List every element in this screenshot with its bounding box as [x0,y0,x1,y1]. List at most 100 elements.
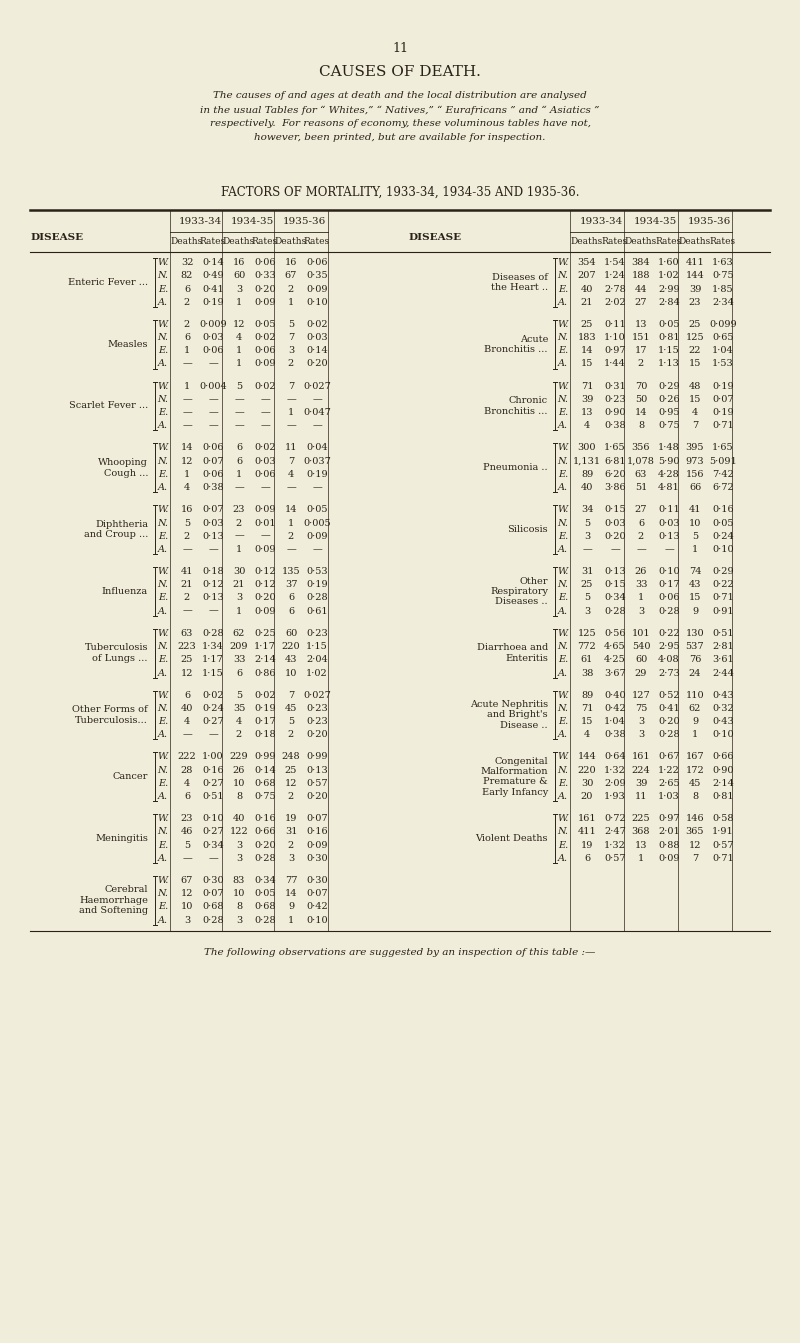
Text: 2·65: 2·65 [658,779,680,788]
Text: 6·72: 6·72 [712,483,734,492]
Text: 23: 23 [689,298,702,306]
Text: —: — [286,395,296,404]
Text: 37: 37 [285,580,298,590]
Text: —: — [208,545,218,553]
Text: 8: 8 [236,792,242,802]
Text: —: — [182,408,192,418]
Text: 4·25: 4·25 [604,655,626,665]
Text: N.: N. [158,889,169,898]
Text: 39: 39 [635,779,647,788]
Text: Cancer: Cancer [113,772,148,782]
Text: 161: 161 [632,752,650,761]
Text: 21: 21 [181,580,194,590]
Text: 12: 12 [233,320,246,329]
Text: Deaths: Deaths [275,238,307,247]
Text: W.: W. [158,567,169,576]
Text: Rates: Rates [710,238,736,247]
Text: A.: A. [558,298,568,306]
Text: 0·41: 0·41 [202,285,224,294]
Text: 2: 2 [638,360,644,368]
Text: 14: 14 [634,408,647,418]
Text: 0·02: 0·02 [254,381,276,391]
Text: 1,131: 1,131 [573,457,601,466]
Text: 0·06: 0·06 [254,346,276,356]
Text: 0·22: 0·22 [712,580,734,590]
Text: 3: 3 [584,532,590,541]
Text: 0·23: 0·23 [306,717,328,727]
Text: W.: W. [558,567,569,576]
Text: 19: 19 [581,841,593,850]
Text: 0·10: 0·10 [712,545,734,553]
Text: E.: E. [158,841,168,850]
Text: 0·004: 0·004 [199,381,227,391]
Text: 0·05: 0·05 [712,518,734,528]
Text: 24: 24 [689,669,702,677]
Text: 0·10: 0·10 [712,731,734,739]
Text: 6: 6 [236,443,242,453]
Text: N.: N. [558,271,569,281]
Text: Cerebral
Haemorrhage
and Softening: Cerebral Haemorrhage and Softening [79,885,148,916]
Text: 2·95: 2·95 [658,642,680,651]
Text: 0·71: 0·71 [712,594,734,603]
Text: 7·42: 7·42 [712,470,734,479]
Text: A.: A. [558,422,568,430]
Text: 0·31: 0·31 [604,381,626,391]
Text: 1·15: 1·15 [202,669,224,677]
Text: Silicosis: Silicosis [507,525,548,535]
Text: 125: 125 [686,333,704,342]
Text: —: — [234,532,244,541]
Text: E.: E. [158,779,168,788]
Text: —: — [182,607,192,615]
Text: Enteric Fever ...: Enteric Fever ... [68,278,148,287]
Text: 4: 4 [184,483,190,492]
Text: 0·72: 0·72 [604,814,626,823]
Text: 61: 61 [581,655,593,665]
Text: 2: 2 [638,532,644,541]
Text: 40: 40 [581,285,593,294]
Text: 5: 5 [692,532,698,541]
Text: 0·09: 0·09 [254,607,276,615]
Text: 50: 50 [635,395,647,404]
Text: 1·60: 1·60 [658,258,680,267]
Text: 16: 16 [181,505,193,514]
Text: 23: 23 [233,505,246,514]
Text: 1: 1 [288,518,294,528]
Text: 0·06: 0·06 [202,470,224,479]
Text: 6: 6 [184,285,190,294]
Text: 1: 1 [692,545,698,553]
Text: 26: 26 [233,766,245,775]
Text: 5·90: 5·90 [658,457,680,466]
Text: 0·02: 0·02 [254,690,276,700]
Text: 76: 76 [689,655,701,665]
Text: 0·047: 0·047 [303,408,331,418]
Text: 0·027: 0·027 [303,381,331,391]
Text: 13: 13 [634,841,647,850]
Text: 1: 1 [692,731,698,739]
Text: 4: 4 [288,470,294,479]
Text: 3·67: 3·67 [604,669,626,677]
Text: 10: 10 [233,889,245,898]
Text: 14: 14 [581,346,594,356]
Text: 0·005: 0·005 [303,518,331,528]
Text: 15: 15 [581,360,593,368]
Text: 6: 6 [184,333,190,342]
Text: 6: 6 [584,854,590,864]
Text: 125: 125 [578,629,596,638]
Text: 2: 2 [236,731,242,739]
Text: 0·05: 0·05 [658,320,680,329]
Text: 1935-36: 1935-36 [687,218,730,227]
Text: 45: 45 [689,779,701,788]
Text: —: — [610,545,620,553]
Text: 2·73: 2·73 [658,669,680,677]
Text: 1·13: 1·13 [658,360,680,368]
Text: A.: A. [158,669,168,677]
Text: 0·06: 0·06 [202,346,224,356]
Text: 1: 1 [638,854,644,864]
Text: 1: 1 [638,594,644,603]
Text: 8: 8 [692,792,698,802]
Text: 0·40: 0·40 [604,690,626,700]
Text: 0·19: 0·19 [254,704,276,713]
Text: 63: 63 [181,629,193,638]
Text: 0·07: 0·07 [306,814,328,823]
Text: 0·16: 0·16 [306,827,328,837]
